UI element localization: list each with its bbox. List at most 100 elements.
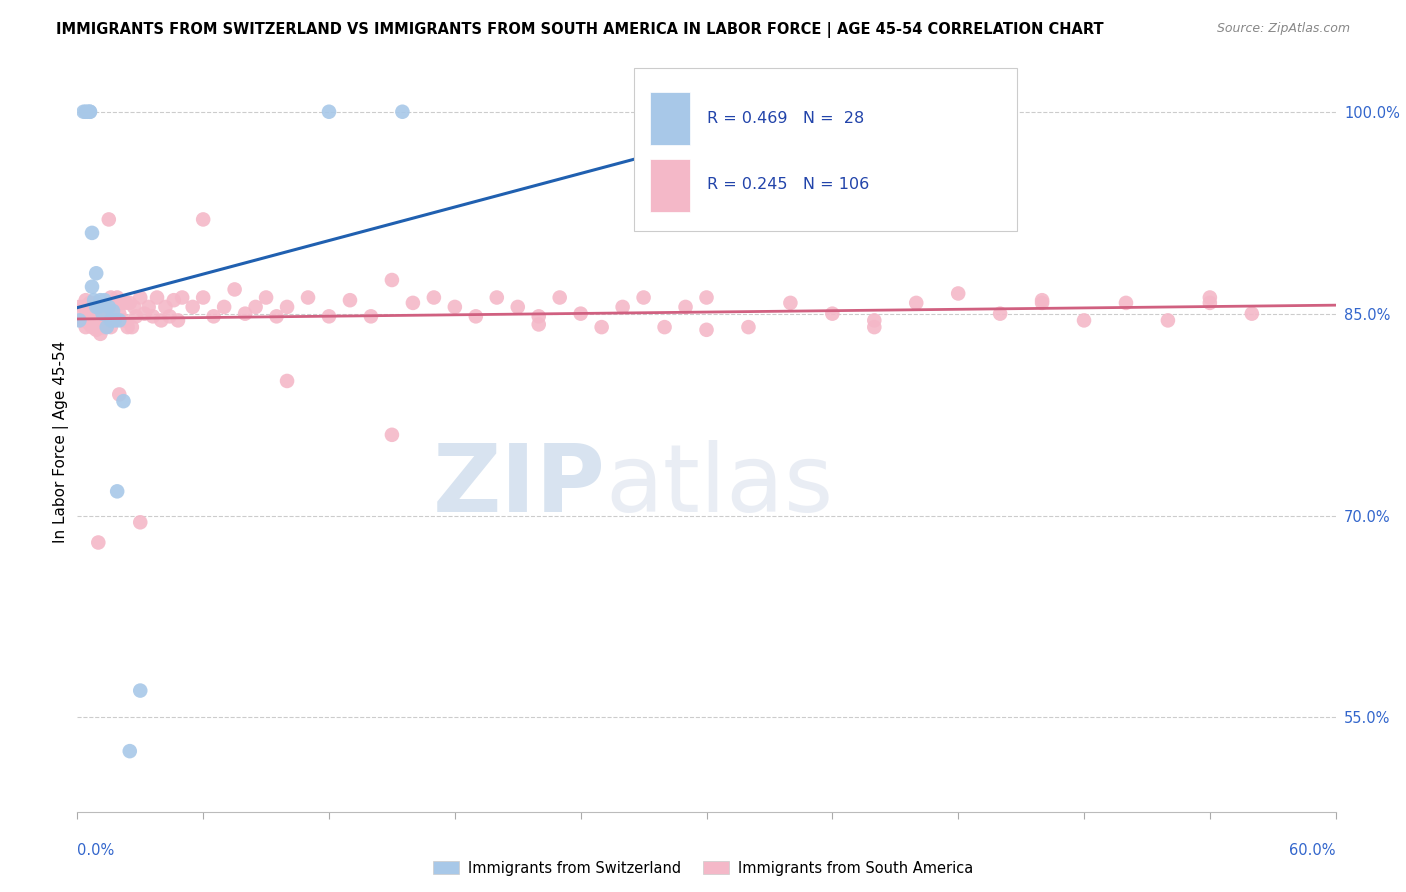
- Point: [80, 300, 103, 314]
- Point: [1199, 296, 1222, 310]
- Point: [80, 320, 103, 334]
- Point: [988, 307, 1011, 321]
- Point: [76, 300, 98, 314]
- Point: [87, 320, 110, 334]
- Point: [146, 291, 169, 305]
- Point: [80, 279, 103, 293]
- Point: [72, 104, 94, 119]
- Point: [79, 104, 101, 119]
- Point: [105, 484, 128, 499]
- Point: [87, 300, 110, 314]
- Point: [118, 744, 141, 758]
- Point: [118, 296, 141, 310]
- Point: [381, 427, 404, 442]
- Point: [276, 300, 298, 314]
- Point: [1031, 296, 1053, 310]
- Point: [72, 300, 94, 314]
- FancyBboxPatch shape: [634, 68, 1018, 230]
- Point: [1157, 313, 1180, 327]
- Bar: [650, 159, 690, 212]
- Point: [129, 516, 152, 530]
- Point: [87, 535, 110, 549]
- Point: [318, 104, 340, 119]
- Point: [696, 291, 718, 305]
- Point: [464, 310, 486, 324]
- Bar: [650, 92, 690, 145]
- Point: [233, 307, 256, 321]
- Point: [104, 313, 127, 327]
- Text: IMMIGRANTS FROM SWITZERLAND VS IMMIGRANTS FROM SOUTH AMERICA IN LABOR FORCE | AG: IMMIGRANTS FROM SWITZERLAND VS IMMIGRANT…: [56, 22, 1104, 38]
- Point: [167, 313, 190, 327]
- Point: [391, 104, 413, 119]
- Point: [91, 307, 114, 321]
- Point: [202, 310, 225, 324]
- Point: [569, 307, 592, 321]
- Point: [224, 282, 246, 296]
- Point: [108, 307, 131, 321]
- Point: [191, 291, 215, 305]
- Text: 0.0%: 0.0%: [77, 843, 114, 858]
- Point: [1199, 291, 1222, 305]
- Point: [97, 212, 120, 227]
- Point: [75, 104, 97, 119]
- Point: [84, 266, 107, 280]
- Point: [863, 320, 886, 334]
- Point: [155, 300, 177, 314]
- Point: [527, 310, 550, 324]
- Point: [122, 300, 145, 314]
- Point: [91, 307, 114, 321]
- Point: [97, 300, 120, 314]
- Point: [948, 286, 970, 301]
- Point: [117, 320, 139, 334]
- Point: [91, 320, 114, 334]
- Point: [112, 313, 135, 327]
- Point: [89, 293, 111, 308]
- Point: [150, 313, 173, 327]
- Point: [318, 310, 340, 324]
- Point: [142, 310, 165, 324]
- Point: [79, 296, 101, 310]
- Point: [104, 313, 127, 327]
- Point: [254, 291, 277, 305]
- Point: [905, 296, 928, 310]
- Point: [548, 291, 571, 305]
- Point: [110, 296, 132, 310]
- Text: Source: ZipAtlas.com: Source: ZipAtlas.com: [1216, 22, 1350, 36]
- Point: [105, 291, 128, 305]
- Point: [100, 320, 122, 334]
- Point: [1115, 296, 1137, 310]
- Point: [381, 273, 404, 287]
- Point: [423, 291, 446, 305]
- Point: [75, 320, 97, 334]
- Point: [100, 291, 122, 305]
- Point: [70, 313, 93, 327]
- Point: [1073, 313, 1095, 327]
- Point: [821, 307, 844, 321]
- Text: R = 0.245   N = 106: R = 0.245 N = 106: [707, 178, 869, 192]
- Point: [1031, 293, 1053, 308]
- Point: [93, 300, 115, 314]
- Point: [125, 310, 148, 324]
- Point: [89, 326, 111, 341]
- Point: [84, 296, 107, 310]
- Point: [591, 320, 613, 334]
- Point: [527, 318, 550, 332]
- Text: atlas: atlas: [606, 440, 834, 532]
- Point: [506, 300, 529, 314]
- Point: [612, 300, 634, 314]
- Point: [83, 293, 105, 308]
- Point: [633, 291, 655, 305]
- Point: [129, 291, 152, 305]
- Point: [276, 374, 298, 388]
- Point: [93, 293, 115, 308]
- Point: [444, 300, 467, 314]
- Point: [360, 310, 382, 324]
- Point: [75, 293, 97, 308]
- Point: [108, 313, 131, 327]
- Point: [84, 300, 107, 314]
- Point: [779, 296, 801, 310]
- Point: [100, 313, 122, 327]
- Point: [79, 104, 101, 119]
- Point: [67, 313, 90, 327]
- Point: [83, 313, 105, 327]
